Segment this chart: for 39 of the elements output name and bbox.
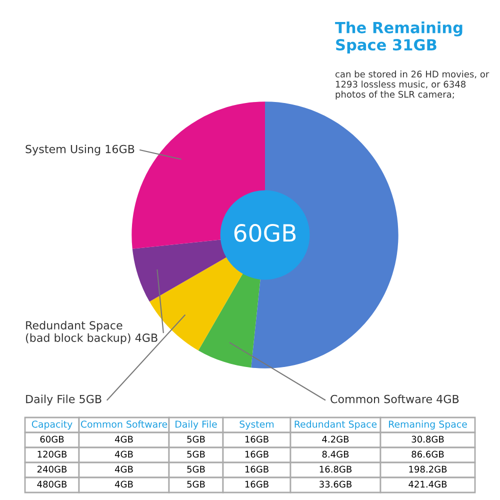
text: 16GB [245,480,268,488]
category-label: Daily File [176,420,217,430]
category-label: Capacity [32,420,72,430]
text: 30.8GB [412,436,444,443]
text: 5GB [187,450,205,458]
text: 33.6GB [320,480,352,488]
text: 5GB [187,466,205,473]
text: 4GB [114,480,133,488]
category-label: Remaning Space [389,420,467,430]
text: 60GB [234,224,296,242]
slice-label: Daily File 5GB [26,394,102,406]
text: 198.2GB [409,466,447,473]
text: 240GB [37,466,67,473]
category-label: Redundant Space [294,420,377,430]
text: 480GB [37,480,67,488]
text: 4.2GB [322,436,349,443]
slice-label: Common Software 4GB [330,394,459,404]
text: 120GB [38,450,67,458]
text: can be stored in 26 HD movies, or 1293 lossless music, or 6348 photos of the SLR camera; [336,70,490,100]
text: 4GB [114,450,133,458]
text: 16GB [245,466,268,473]
text: 421.4GB [408,480,447,488]
text: 86.6GB [412,450,444,458]
slice-label: System Using 16GB [26,144,134,156]
donut-slice [198,273,260,368]
text: 60GB [40,436,64,443]
text: 16GB [245,450,268,458]
slice-label: The Remaining Space 31GB [335,21,462,54]
slice-label: Redundant Space (bad block backup) 4GB [26,320,158,344]
text: 16GB [245,436,268,443]
text: 8.4GB [322,450,349,458]
text: 4GB [114,436,133,443]
donut-slice [132,240,227,302]
text: 4GB [114,466,133,473]
text: 5GB [187,480,205,488]
category-label: Common Software [80,420,168,428]
text: 16.8GB [320,466,352,473]
text: 5GB [187,436,205,443]
category-label: System [240,420,274,430]
